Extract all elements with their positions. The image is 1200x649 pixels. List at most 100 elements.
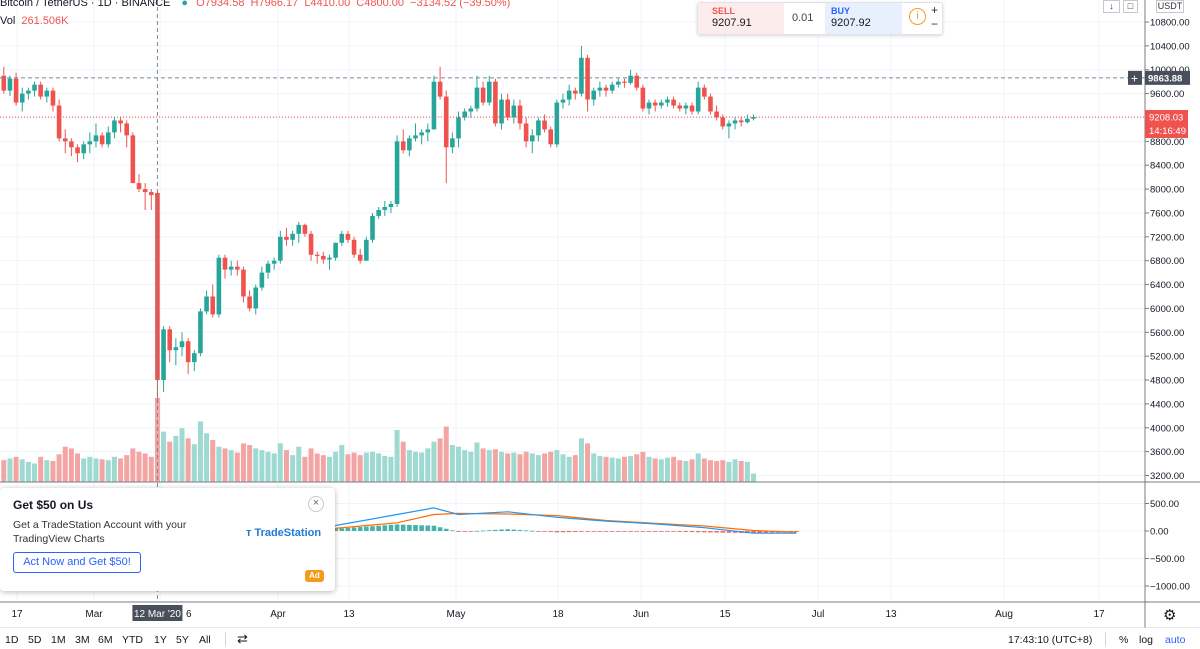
candle [413,123,418,142]
volume-bar [695,453,701,482]
candle [290,230,295,246]
candle [333,242,338,261]
candle-body [333,242,338,258]
range-1m[interactable]: 1M [51,634,66,646]
volume-value: 261.506K [21,15,69,27]
candle-body [130,135,136,184]
last-price-label: 9208.03 14:16:49 [1145,109,1188,138]
range-6m[interactable]: 6M [98,634,113,646]
candle [62,129,68,154]
compare-icon[interactable]: ⇄ [237,631,248,646]
candle-body [216,257,222,315]
fullscreen-icon[interactable]: □ [1123,0,1138,13]
macd-hist-bar [726,531,732,533]
candle-body [191,353,197,363]
candle [585,54,590,112]
candle-body [124,123,129,136]
candle-body [437,81,443,97]
ad-title: Get $50 on Us [13,498,94,512]
candle-body [167,329,173,351]
candle [456,111,461,148]
volume-legend: Vol 261.506K [0,15,71,27]
macd-hist-bar [529,530,535,532]
sell-button[interactable]: SELL 9207.91 [698,3,784,34]
time-tick-label: Jun [633,609,649,620]
volume-bar [443,426,449,482]
sell-label: SELL [712,6,736,16]
percent-toggle[interactable]: % [1119,634,1129,646]
candle [26,87,31,100]
candle [689,102,695,115]
macd-hist-bar [616,531,621,532]
time-tick-label: May [447,609,466,620]
log-toggle[interactable]: log [1139,634,1154,646]
plus-icon[interactable]: + [931,3,939,17]
range-5d[interactable]: 5D [28,634,42,646]
price-tick-label: 10000.00 [1150,65,1190,76]
candle-body [394,141,400,204]
macd-hist-bar [714,531,719,533]
price-tick-label: 5200.00 [1150,352,1184,363]
candle-body [554,102,560,145]
toolbar-divider [225,632,226,646]
auto-toggle[interactable]: auto [1165,634,1186,646]
price-tick-label: 10400.00 [1150,41,1190,52]
clock-time[interactable]: 17:43:10 (UTC+8) [1008,634,1093,646]
candle [167,326,173,363]
volume-bar [658,459,664,482]
candle [591,87,597,106]
candle-body [148,192,154,196]
candle-body [443,96,449,148]
macd-hist-bar [462,531,467,532]
crosshair-price-label: +9863.88 [1128,70,1190,85]
candle-body [136,183,142,190]
info-icon[interactable]: i [909,8,926,25]
range-1d[interactable]: 1D [5,634,19,646]
volume-bar [333,451,339,482]
volume-bar [400,441,406,482]
candle-body [284,236,289,240]
volume-bar [529,453,535,482]
range-5y[interactable]: 5Y [176,634,189,646]
volume-bar [646,456,652,482]
volume-bar [253,448,259,482]
volume-bar [259,450,265,482]
volume-bar [148,456,154,482]
gear-icon[interactable]: ⚙ [1163,606,1176,624]
volume-bar [511,452,517,482]
volume-bar [68,448,74,482]
arrow-down-icon[interactable]: ↓ [1103,0,1120,13]
price-tick-label: 7600.00 [1150,208,1184,219]
buy-button[interactable]: BUY 9207.92 [825,3,902,34]
volume-bar [1,460,7,482]
price-axis: 10800.0010400.0010000.009600.009200.0088… [1145,18,1190,482]
price-tick-label: 8000.00 [1150,185,1184,196]
candle-body [26,90,31,94]
range-ytd[interactable]: YTD [122,634,143,646]
candle [124,120,129,148]
macd-hist-bar [511,529,517,531]
candle-body [659,102,664,106]
volume-bar [714,461,720,482]
candle-body [400,141,406,151]
currency-button[interactable]: USDT [1156,0,1184,13]
time-tick-label: 17 [1093,609,1105,620]
candle [499,93,504,130]
candle-body [69,141,74,148]
candle [118,117,123,133]
range-all[interactable]: All [199,634,211,646]
range-3m[interactable]: 3M [75,634,90,646]
range-1y[interactable]: 1Y [154,634,167,646]
candle-body [142,189,148,193]
ad-cta-button[interactable]: Act Now and Get $50! [13,552,141,573]
volume-bar [197,421,203,482]
tradestation-logo: ᴛ TradeStation [246,527,321,539]
candle-body [640,87,646,109]
legend-dot-icon: ● [181,0,189,9]
price-tick-label: 4000.00 [1150,423,1184,434]
macd-hist-bar [677,531,683,532]
close-icon[interactable]: × [308,496,324,512]
candle-body [616,81,621,85]
minus-icon[interactable]: − [931,17,939,31]
